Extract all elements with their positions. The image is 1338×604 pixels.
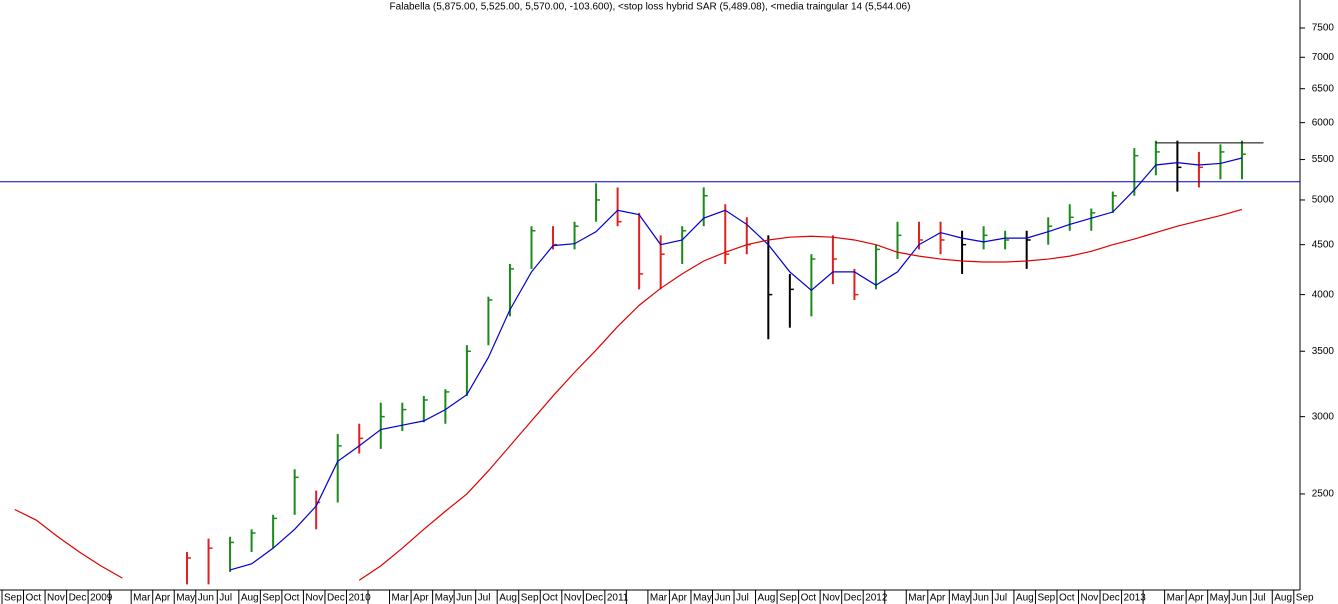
x-tick-label: Mar <box>908 593 926 604</box>
x-tick-label: Jul <box>478 593 491 604</box>
x-tick-label: Jul <box>1253 593 1266 604</box>
x-tick-label: Sep <box>4 593 22 604</box>
y-tick-label: 6000 <box>1312 117 1335 128</box>
y-tick-label: 7000 <box>1312 52 1335 63</box>
x-tick-label: Apr <box>413 593 429 604</box>
x-tick-label: Apr <box>930 593 946 604</box>
x-tick-label: Mar <box>133 593 151 604</box>
x-tick-label: Mar <box>1167 593 1185 604</box>
x-tick-label: Dec <box>327 593 345 604</box>
x-tick-label: Jun <box>456 593 472 604</box>
x-tick-label: May <box>435 593 454 604</box>
y-tick-label: 5500 <box>1312 154 1335 165</box>
x-tick-label: Dec <box>844 593 862 604</box>
x-tick-label: Aug <box>758 593 776 604</box>
y-tick-label: 6500 <box>1312 83 1335 94</box>
x-tick-label: Dec <box>585 593 603 604</box>
x-tick-label: Jun <box>714 593 730 604</box>
y-tick-label: 4000 <box>1312 289 1335 300</box>
x-tick-label: Aug <box>1274 593 1292 604</box>
x-tick-label: Sep <box>779 593 797 604</box>
x-tick-label: May <box>1210 593 1229 604</box>
x-tick-label: Oct <box>801 593 817 604</box>
y-tick-label: 4500 <box>1312 239 1335 250</box>
x-tick-label: Jun <box>198 593 214 604</box>
x-tick-label: 2011 <box>607 593 629 604</box>
x-tick-label: Apr <box>155 593 171 604</box>
y-tick-label: 3000 <box>1312 411 1335 422</box>
y-tick-label: 2500 <box>1312 489 1335 500</box>
x-tick-label: Oct <box>26 593 42 604</box>
x-tick-label: 2013 <box>1124 593 1147 604</box>
x-tick-label: Sep <box>1296 593 1314 604</box>
x-tick-label: 2010 <box>348 593 371 604</box>
y-tick-label: 5000 <box>1312 195 1335 206</box>
x-tick-label: 2012 <box>865 593 888 604</box>
x-tick-label: Jun <box>973 593 989 604</box>
x-tick-label: Sep <box>521 593 539 604</box>
chart-title: Falabella (5,875.00, 5,525.00, 5,570.00,… <box>390 2 911 13</box>
y-tick-label: 3500 <box>1312 346 1335 357</box>
x-tick-label: Jul <box>736 593 749 604</box>
x-tick-label: May <box>693 593 712 604</box>
x-tick-label: Nov <box>305 593 323 604</box>
x-tick-label: Mar <box>650 593 668 604</box>
x-tick-label: 2009 <box>90 593 113 604</box>
x-tick-label: Nov <box>47 593 65 604</box>
x-tick-label: Sep <box>1037 593 1055 604</box>
x-tick-label: Dec <box>69 593 87 604</box>
x-tick-label: Dec <box>1102 593 1120 604</box>
x-tick-label: Mar <box>392 593 410 604</box>
indicator-line <box>229 157 1243 571</box>
x-tick-label: Aug <box>499 593 517 604</box>
x-tick-label: Jul <box>994 593 1007 604</box>
x-tick-label: May <box>176 593 195 604</box>
x-tick-label: Nov <box>564 593 582 604</box>
x-tick-label: Oct <box>1059 593 1075 604</box>
x-tick-label: Nov <box>822 593 840 604</box>
x-tick-label: Jul <box>219 593 232 604</box>
x-tick-label: Oct <box>542 593 558 604</box>
x-tick-label: Apr <box>1188 593 1204 604</box>
x-tick-label: Jun <box>1231 593 1247 604</box>
x-tick-label: May <box>951 593 970 604</box>
x-tick-label: Aug <box>1016 593 1034 604</box>
x-tick-label: Nov <box>1081 593 1099 604</box>
x-tick-label: Apr <box>671 593 687 604</box>
y-tick-label: 7500 <box>1312 23 1335 34</box>
x-tick-label: Oct <box>284 593 300 604</box>
x-tick-label: Aug <box>241 593 259 604</box>
x-tick-label: Sep <box>262 593 280 604</box>
indicator-line <box>14 208 1243 581</box>
